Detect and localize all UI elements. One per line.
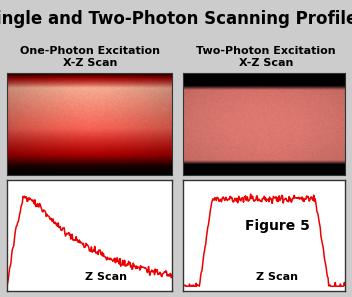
Text: Single and Two-Photon Scanning Profiles: Single and Two-Photon Scanning Profiles: [0, 10, 352, 29]
Text: Two-Photon Excitation
X-Z Scan: Two-Photon Excitation X-Z Scan: [196, 46, 335, 68]
Text: One-Photon Excitation
X-Z Scan: One-Photon Excitation X-Z Scan: [20, 46, 160, 68]
Text: Figure 5: Figure 5: [245, 219, 309, 233]
Text: Z Scan: Z Scan: [256, 272, 298, 282]
Text: Z Scan: Z Scan: [85, 272, 127, 282]
